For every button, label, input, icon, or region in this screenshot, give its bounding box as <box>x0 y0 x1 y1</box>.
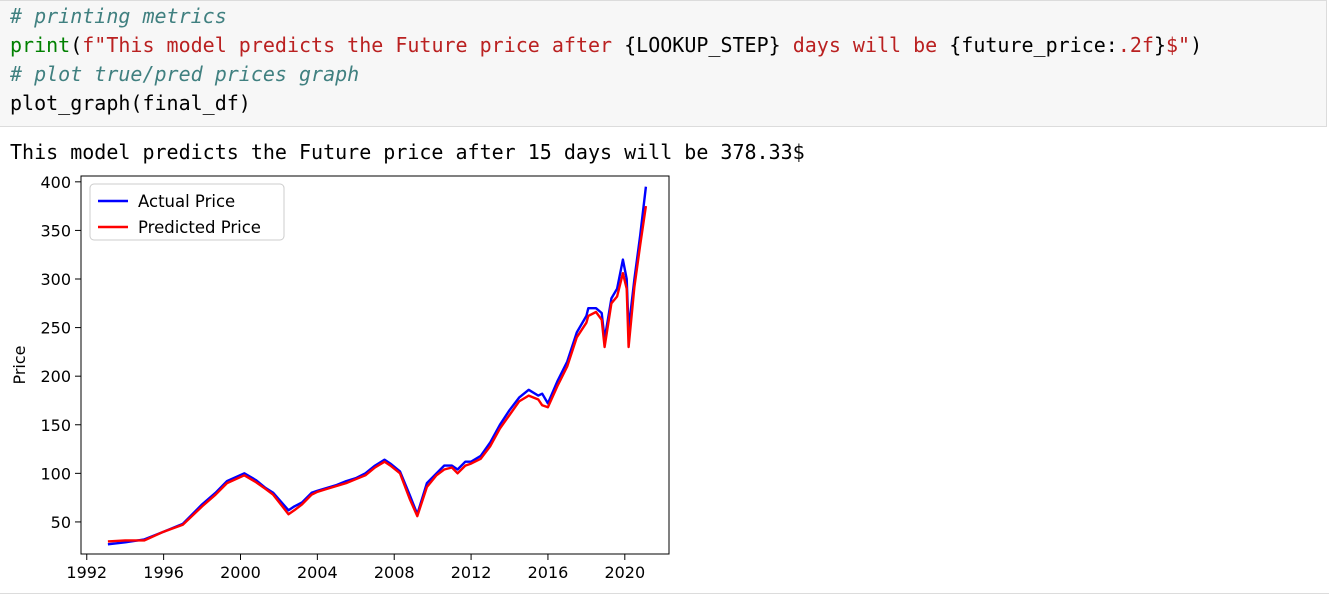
legend-label-actual: Actual Price <box>138 192 235 211</box>
x-tick-label: 2008 <box>374 563 415 582</box>
code-token: # printing metrics <box>10 4 227 28</box>
price-chart: 1992 1996 2000 2004 2008 2012 2016 2020 50 100 150… <box>10 173 670 582</box>
cell-divider <box>0 593 1329 594</box>
x-tick-label: 2020 <box>604 563 645 582</box>
code-token: ( <box>70 33 83 57</box>
code-token: ) <box>1190 33 1203 57</box>
legend-box <box>89 183 285 241</box>
y-tick-label: 400 <box>40 173 71 192</box>
code-token: {LOOKUP_STEP} <box>624 33 781 57</box>
legend-label-predicted: Predicted Price <box>138 218 261 237</box>
y-tick-label: 350 <box>40 221 71 240</box>
x-tick-label: 2000 <box>220 563 261 582</box>
x-tick-label: 2016 <box>528 563 569 582</box>
code-line-2: print(f"This model predicts the Future p… <box>10 31 1202 60</box>
y-tick-label: 200 <box>40 367 71 386</box>
code-token: days will be <box>780 33 950 57</box>
code-line-3: # plot true/pred prices graph <box>10 60 359 89</box>
code-line-1: # printing metrics <box>10 2 227 31</box>
x-tick-label: 2004 <box>297 563 338 582</box>
code-token: .2f <box>1117 33 1154 57</box>
code-token: print <box>10 33 71 57</box>
code-token: } <box>1153 33 1166 57</box>
plot-frame <box>80 175 670 555</box>
code-line-4: plot_graph(final_df) <box>10 89 251 118</box>
y-tick-label: 100 <box>40 464 71 483</box>
y-tick-label: 300 <box>40 270 71 289</box>
x-tick-label: 1996 <box>143 563 184 582</box>
y-tick-label: 150 <box>40 416 71 435</box>
code-token: plot_graph(final_df) <box>10 91 251 115</box>
output-text: This model predicts the Future price aft… <box>10 140 805 164</box>
y-tick-label: 50 <box>51 513 71 532</box>
y-axis-label: Price <box>10 345 29 384</box>
code-token: {future_price: <box>949 33 1118 57</box>
code-token: f"This model predicts the Future price a… <box>82 33 625 57</box>
series-line-predicted <box>107 205 648 543</box>
code-token: $" <box>1166 33 1191 57</box>
code-cell[interactable]: # printing metrics print(f"This model pr… <box>0 0 1327 127</box>
code-token: # plot true/pred prices graph <box>10 62 360 86</box>
x-tick-label: 2012 <box>451 563 492 582</box>
y-tick-label: 250 <box>40 319 71 338</box>
x-tick-label: 1992 <box>66 563 107 582</box>
